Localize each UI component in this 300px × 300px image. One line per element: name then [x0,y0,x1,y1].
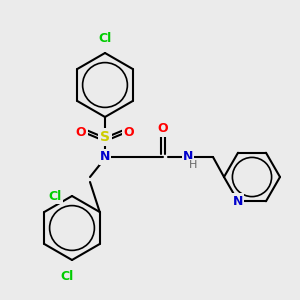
Text: H: H [189,160,197,170]
Text: N: N [183,151,193,164]
Text: O: O [158,122,168,136]
Text: N: N [233,195,243,208]
Text: Cl: Cl [98,32,112,45]
Text: O: O [76,125,86,139]
Text: S: S [100,130,110,144]
Text: O: O [124,125,134,139]
Text: Cl: Cl [60,270,74,283]
Text: N: N [100,151,110,164]
Text: Cl: Cl [49,190,62,202]
